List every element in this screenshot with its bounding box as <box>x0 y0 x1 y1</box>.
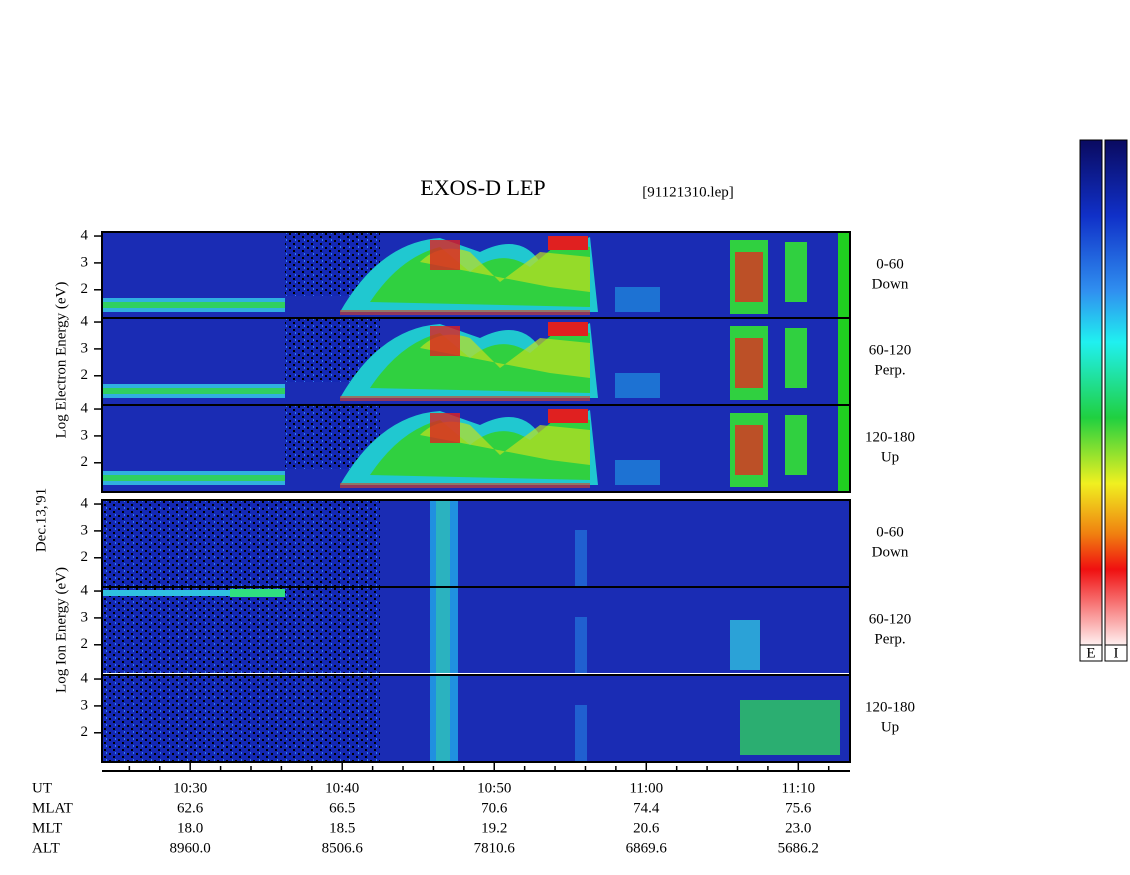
panel-range: 120-180 <box>865 699 915 715</box>
ephemeris-value: 19.2 <box>481 820 507 836</box>
chart-title: EXOS-D LEP <box>420 175 545 200</box>
ephemeris-label: ALT <box>32 840 60 856</box>
ephemeris-value: 18.0 <box>177 820 203 836</box>
y-tick-label: 3 <box>81 340 89 356</box>
ephemeris-value: 8960.0 <box>170 840 211 856</box>
chart-subtitle: [91121310.lep] <box>642 184 734 200</box>
panel-direction: Down <box>872 276 909 292</box>
y-tick-label: 2 <box>81 454 89 470</box>
ephemeris-value: 66.5 <box>329 800 355 816</box>
ephemeris-value: 70.6 <box>481 800 508 816</box>
y-tick-label: 2 <box>81 549 89 565</box>
panel-direction: Perp. <box>874 362 905 378</box>
y-tick-label: 2 <box>81 281 89 297</box>
ephemeris-value: 8506.6 <box>322 840 364 856</box>
panel-frames <box>101 231 851 772</box>
y-tick-label: 2 <box>81 367 89 383</box>
x-label: UT <box>32 780 52 796</box>
ephemeris-value: 20.6 <box>633 820 660 836</box>
ephemeris-value: 6869.6 <box>626 840 668 856</box>
ion-spectrogram <box>102 500 850 761</box>
y-tick-label: 4 <box>81 227 89 243</box>
x-tick-label: 11:10 <box>781 780 815 796</box>
y-tick-label: 3 <box>81 254 89 270</box>
y-tick-label: 3 <box>81 697 89 713</box>
panel-range: 0-60 <box>876 256 904 272</box>
y-tick-label: 3 <box>81 522 89 538</box>
y-tick-label: 2 <box>81 724 89 740</box>
ephemeris-label: MLAT <box>32 800 73 816</box>
x-tick-label: 10:30 <box>173 780 207 796</box>
x-tick-label: 11:00 <box>629 780 663 796</box>
ephemeris-value: 62.6 <box>177 800 204 816</box>
y-tick-label: 4 <box>81 582 89 598</box>
ephemeris-value: 74.4 <box>633 800 660 816</box>
panel-direction: Up <box>881 449 899 465</box>
y-tick-label: 2 <box>81 636 89 652</box>
date-label: Dec.13,'91 <box>33 488 49 552</box>
panel-direction: Perp. <box>874 631 905 647</box>
ephemeris-value: 7810.6 <box>474 840 516 856</box>
ion-ylabel: Log Ion Energy (eV) <box>53 567 69 693</box>
ephemeris-value: 5686.2 <box>778 840 819 856</box>
panel-direction: Down <box>872 544 909 560</box>
ephemeris-value: 23.0 <box>785 820 811 836</box>
colorbar-label: I <box>1114 645 1119 661</box>
panel-direction: Up <box>881 719 899 735</box>
y-tick-label: 4 <box>81 495 89 511</box>
ephemeris-value: 18.5 <box>329 820 355 836</box>
x-tick-label: 10:40 <box>325 780 359 796</box>
y-tick-label: 4 <box>81 400 89 416</box>
y-tick-label: 3 <box>81 427 89 443</box>
panel-range: 0-60 <box>876 524 904 540</box>
colorbar-label: E <box>1086 645 1095 661</box>
electron-ylabel: Log Electron Energy (eV) <box>53 282 69 439</box>
ephemeris-value: 75.6 <box>785 800 812 816</box>
x-tick-label: 10:50 <box>477 780 511 796</box>
colorbar <box>1079 139 1128 662</box>
y-tick-label: 3 <box>81 609 89 625</box>
panel-range: 60-120 <box>869 342 912 358</box>
electron-spectrogram <box>102 232 850 491</box>
y-tick-label: 4 <box>81 670 89 686</box>
panel-range: 60-120 <box>869 611 912 627</box>
panel-range: 120-180 <box>865 429 915 445</box>
y-tick-label: 4 <box>81 313 89 329</box>
ephemeris-label: MLT <box>32 820 62 836</box>
